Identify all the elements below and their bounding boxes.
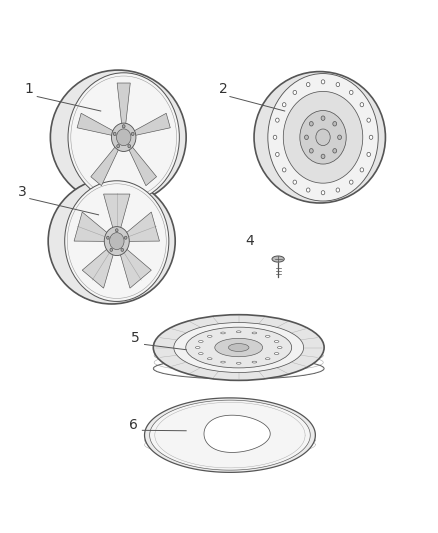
Ellipse shape [276,118,279,122]
Ellipse shape [274,341,279,342]
Polygon shape [123,212,159,241]
Ellipse shape [360,103,364,107]
Ellipse shape [307,83,310,87]
Ellipse shape [104,227,129,256]
Ellipse shape [131,132,134,135]
Ellipse shape [153,314,324,381]
Ellipse shape [321,154,325,159]
Ellipse shape [48,178,175,304]
Polygon shape [82,246,115,288]
Ellipse shape [283,103,286,107]
Polygon shape [119,246,151,288]
Ellipse shape [336,83,339,87]
Ellipse shape [195,346,200,349]
Ellipse shape [252,332,257,334]
Ellipse shape [367,152,371,157]
Ellipse shape [252,361,257,363]
Ellipse shape [367,118,371,122]
Ellipse shape [273,135,277,139]
Ellipse shape [254,71,385,203]
Polygon shape [74,212,111,241]
Ellipse shape [121,248,124,252]
Text: 1: 1 [24,83,33,96]
Ellipse shape [128,144,131,148]
Ellipse shape [360,168,364,172]
Ellipse shape [316,129,330,146]
Ellipse shape [293,180,297,184]
Ellipse shape [304,135,308,140]
Ellipse shape [309,122,313,126]
Ellipse shape [116,229,118,232]
Ellipse shape [186,327,292,368]
Ellipse shape [283,168,286,172]
Polygon shape [145,398,315,472]
Ellipse shape [265,335,270,337]
Polygon shape [117,83,130,130]
Polygon shape [150,400,310,470]
Ellipse shape [321,191,325,195]
Ellipse shape [221,361,226,363]
Ellipse shape [124,236,127,239]
Ellipse shape [113,132,116,135]
Ellipse shape [198,353,203,354]
Ellipse shape [283,91,363,183]
Ellipse shape [207,358,212,360]
Text: 6: 6 [129,417,138,432]
Text: 3: 3 [18,185,26,199]
Polygon shape [204,415,270,453]
Ellipse shape [215,338,263,357]
Ellipse shape [300,110,346,164]
Ellipse shape [207,335,212,337]
Ellipse shape [333,149,337,153]
Ellipse shape [221,332,226,334]
Polygon shape [103,194,130,233]
Ellipse shape [293,91,297,94]
Ellipse shape [272,256,284,262]
Ellipse shape [369,135,373,139]
Ellipse shape [277,346,282,349]
Ellipse shape [309,149,313,153]
Ellipse shape [122,125,125,128]
Ellipse shape [350,91,353,94]
Ellipse shape [110,232,124,249]
Text: 2: 2 [219,83,228,96]
Ellipse shape [265,358,270,360]
Ellipse shape [237,362,241,364]
Polygon shape [91,142,121,185]
Ellipse shape [50,70,186,205]
Polygon shape [77,113,118,136]
Text: 4: 4 [245,233,254,248]
Ellipse shape [321,116,325,120]
Ellipse shape [174,322,304,373]
Ellipse shape [229,344,249,351]
Ellipse shape [333,122,337,126]
Ellipse shape [276,152,279,157]
Ellipse shape [350,180,353,184]
Ellipse shape [110,248,113,252]
Ellipse shape [65,181,169,302]
Text: 5: 5 [131,332,140,345]
Ellipse shape [268,74,378,201]
Ellipse shape [198,341,203,342]
Ellipse shape [117,144,120,148]
Ellipse shape [111,123,136,151]
Ellipse shape [321,80,325,84]
Ellipse shape [338,135,342,140]
Ellipse shape [307,188,310,192]
Ellipse shape [237,331,241,333]
Ellipse shape [68,73,180,202]
Polygon shape [130,113,170,136]
Polygon shape [127,142,156,185]
Ellipse shape [274,353,279,354]
Ellipse shape [117,129,131,146]
Ellipse shape [336,188,339,192]
Ellipse shape [106,236,109,239]
